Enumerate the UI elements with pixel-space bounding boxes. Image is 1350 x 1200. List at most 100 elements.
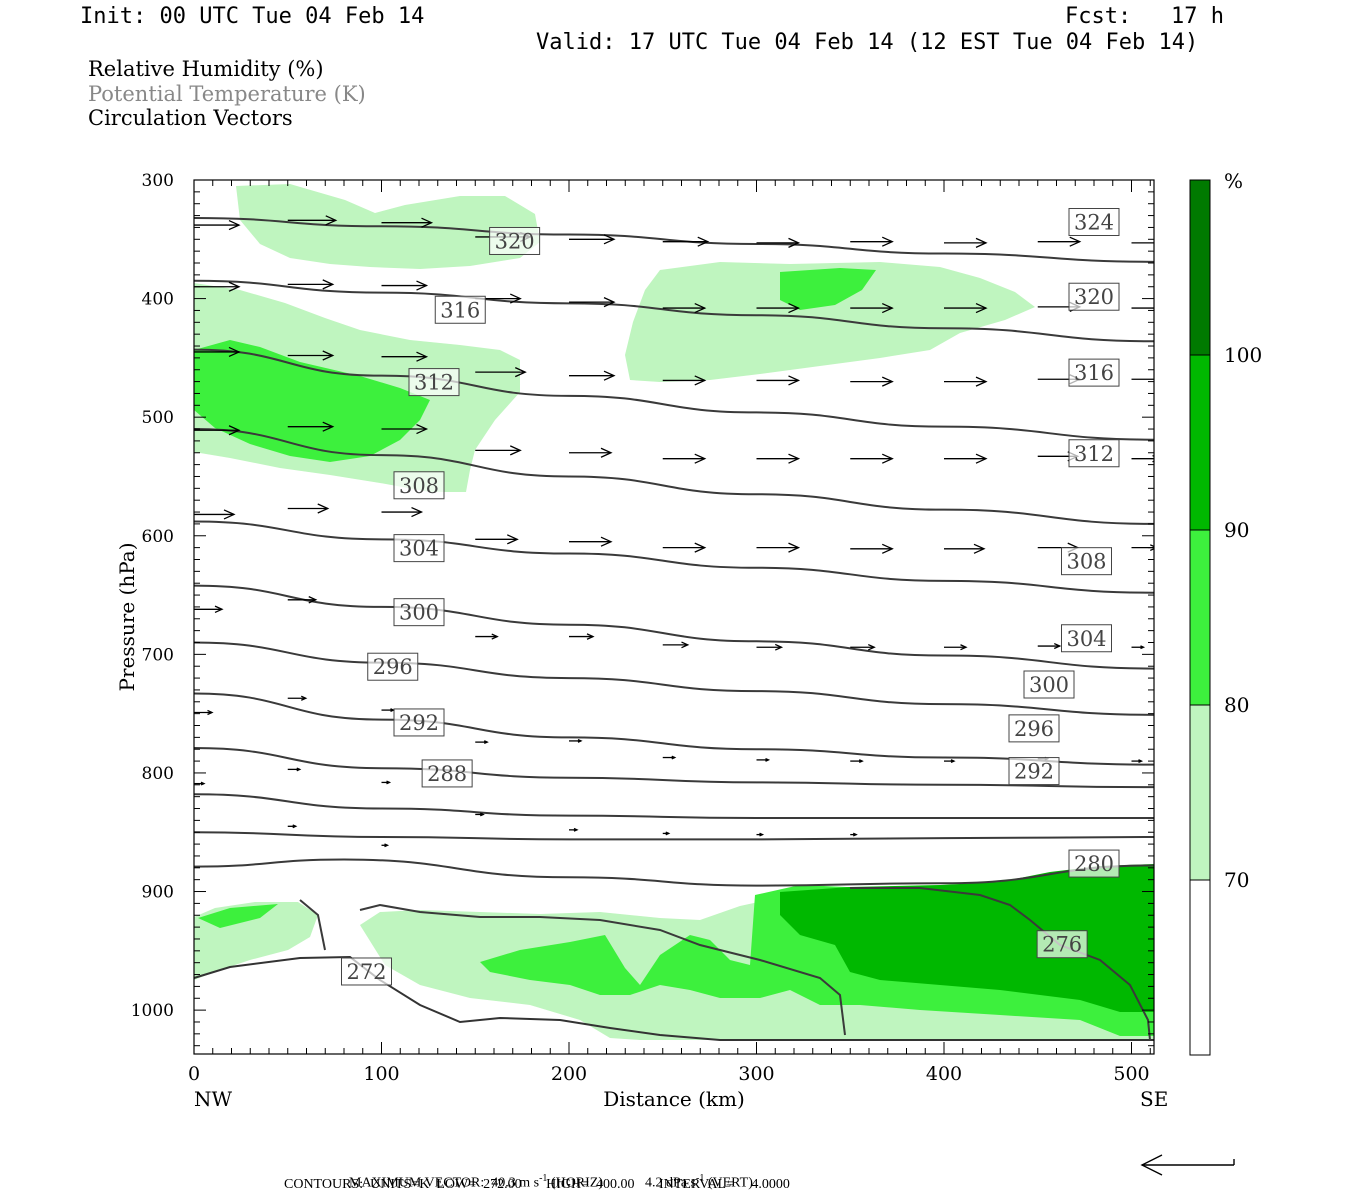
circulation-arrow <box>850 543 894 554</box>
colorbar: % 100 90 80 70 <box>1189 169 1262 1056</box>
svg-text:304: 304 <box>1066 627 1106 651</box>
humidity-shading <box>194 184 1154 1040</box>
circulation-arrow <box>944 376 988 387</box>
circulation-arrow <box>662 375 707 386</box>
colorbar-80-segment <box>1190 530 1210 705</box>
circulation-arrow <box>287 215 338 226</box>
circulation-arrow <box>381 351 429 362</box>
svg-text:316: 316 <box>1074 361 1114 385</box>
svg-text:320: 320 <box>1074 285 1114 309</box>
circulation-arrow <box>944 302 988 314</box>
isentrope-line <box>194 428 1154 525</box>
circulation-arrow <box>194 281 241 292</box>
svg-text:276: 276 <box>1042 933 1082 957</box>
isentrope-line <box>194 831 1154 841</box>
max-vector-vert: 4.2 dPa s <box>645 1175 696 1191</box>
svg-text:324: 324 <box>1074 211 1114 235</box>
contours-info: CONTOURS: UNITS=K LOW= 272.00 HIGH= 400.… <box>284 1177 790 1192</box>
circulation-arrow <box>475 740 489 745</box>
circulation-arrow <box>850 236 894 247</box>
svg-text:320: 320 <box>495 229 535 253</box>
svg-text:308: 308 <box>399 474 439 498</box>
circulation-arrow <box>850 832 858 837</box>
contour-label: 276 <box>1036 930 1088 959</box>
colorbar-frame <box>1189 179 1211 1056</box>
circulation-arrow <box>194 605 224 614</box>
x-axis-title: Distance (km) <box>603 1087 745 1111</box>
isentrope-line <box>194 747 1154 789</box>
circulation-arrow <box>850 453 894 464</box>
circulation-arrow <box>850 643 876 651</box>
init-time: Init: 00 UTC Tue 04 Feb 14 <box>80 4 425 29</box>
circulation-arrow <box>287 695 308 701</box>
legend-theta: Potential Temperature (K) <box>88 82 366 106</box>
contour-label: 300 <box>1023 670 1075 699</box>
rh-80-area-upper <box>780 268 876 310</box>
svg-text:312: 312 <box>1074 442 1114 466</box>
svg-text:316: 316 <box>440 298 480 322</box>
x-tick-label: 500 <box>1113 1063 1149 1085</box>
circulation-arrow <box>662 755 677 760</box>
isentrope-line <box>194 692 1154 766</box>
horiz-exponent: -1 <box>539 1173 548 1184</box>
svg-text:300: 300 <box>1029 673 1069 697</box>
x-tick-label: 200 <box>551 1063 587 1085</box>
reference-vector-arrow <box>1140 1154 1235 1176</box>
circulation-arrow <box>850 302 894 314</box>
circulation-arrow <box>756 832 765 837</box>
circulation-arrow <box>287 824 298 829</box>
svg-text:312: 312 <box>414 371 454 395</box>
circulation-arrow <box>194 219 241 231</box>
contour-label: 324 <box>1068 208 1120 237</box>
rh-90-area-surface <box>780 864 1154 1012</box>
isentrope-line <box>194 216 1154 263</box>
right-end-label: SE <box>1140 1087 1168 1111</box>
circulation-arrow <box>287 279 335 290</box>
circulation-arrow <box>569 738 583 743</box>
legend-rh: Relative Humidity (%) <box>88 57 324 81</box>
max-vector-horiz-unit: (HORIZ) <box>550 1175 604 1191</box>
x-tick-label: 400 <box>926 1063 962 1085</box>
contour-label: 300 <box>393 598 445 627</box>
rh-80-area-surface-left <box>198 904 278 928</box>
circulation-arrow <box>194 509 236 520</box>
circulation-arrow <box>569 234 616 245</box>
svg-text:280: 280 <box>1074 852 1114 876</box>
circulation-arrow <box>662 641 690 649</box>
y-tick-label: 300 <box>142 171 174 191</box>
contour-label: 280 <box>1068 849 1120 878</box>
colorbar-low-segment <box>1190 880 1210 1055</box>
circulation-arrow <box>662 542 707 553</box>
isentrope-line <box>194 279 1154 343</box>
contour-label: 316 <box>434 295 486 324</box>
circulation-arrow <box>850 376 894 387</box>
svg-text:296: 296 <box>1014 717 1054 741</box>
isentrope-line <box>194 793 1154 820</box>
colorbar-70-segment <box>1190 705 1210 880</box>
svg-text:304: 304 <box>399 537 439 561</box>
contour-label: 316 <box>1068 358 1120 387</box>
isentrope-line <box>194 520 1154 594</box>
circulation-arrow <box>756 302 801 314</box>
circulation-arrow <box>194 781 206 786</box>
circulation-arrow <box>381 506 424 518</box>
circulation-arrow <box>569 536 613 547</box>
rh-70-area-upper-middle <box>625 262 1035 382</box>
x-tick-label: 0 <box>188 1063 200 1085</box>
x-tick-label: 300 <box>738 1063 774 1085</box>
circulation-arrow <box>475 812 485 817</box>
circulation-arrow <box>287 350 335 361</box>
circulation-arrow <box>287 767 302 772</box>
circulation-arrow <box>944 543 986 554</box>
rh-80-area-mid-left <box>194 340 430 462</box>
circulation-arrow <box>756 237 801 248</box>
circulation-arrow <box>1037 236 1082 247</box>
circulation-arrow <box>1037 642 1062 650</box>
vert-exponent: -1 <box>695 1173 705 1184</box>
circulation-arrow <box>1131 304 1154 312</box>
contour-label: 308 <box>1061 547 1112 576</box>
circulation-arrow <box>850 759 864 764</box>
circulation-arrow <box>194 346 241 358</box>
circulation-arrow <box>756 643 784 651</box>
